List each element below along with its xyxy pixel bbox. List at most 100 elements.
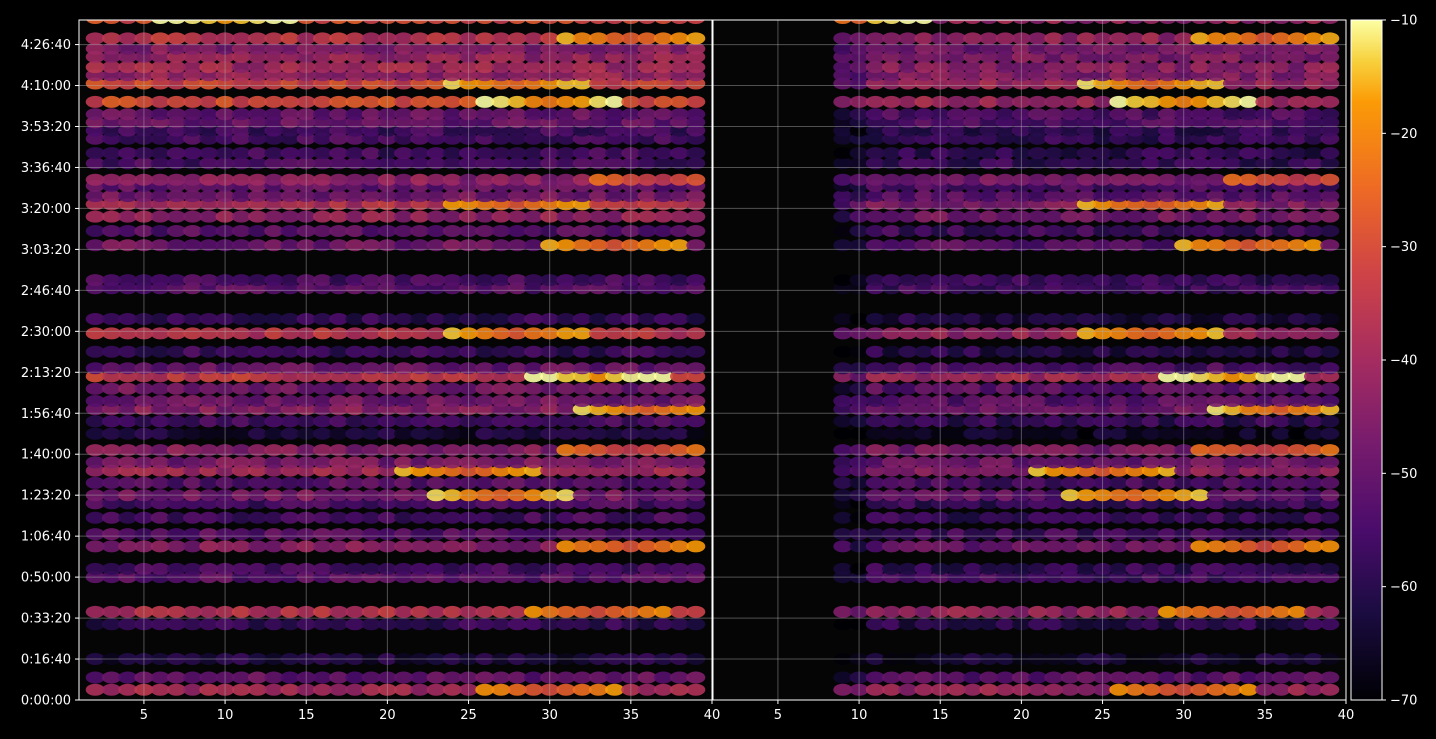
left-cell: [588, 147, 608, 160]
left-cell: [605, 489, 625, 502]
left-cell: [475, 69, 495, 82]
right-cell: [1060, 370, 1080, 383]
left-cell: [377, 190, 397, 203]
right-cell: [1011, 653, 1031, 665]
left-cell: [556, 370, 576, 383]
right-cell: [947, 395, 966, 407]
left-cell: [573, 20, 592, 24]
left-cell: [442, 605, 462, 618]
left-cell: [329, 173, 349, 186]
left-cell: [248, 345, 267, 358]
left-cell: [556, 382, 576, 395]
right-cell: [1093, 511, 1112, 524]
left-cell: [183, 225, 203, 237]
left-cell: [572, 415, 592, 428]
left-cell: [686, 653, 706, 665]
right-cell: [963, 653, 983, 665]
right-cell: [1109, 210, 1129, 223]
left-cell: [638, 20, 657, 24]
left-cell: [686, 456, 706, 469]
right-cell: [1125, 69, 1145, 82]
right-cell: [914, 50, 934, 63]
right-cell: [1206, 476, 1226, 489]
left-cell: [621, 370, 641, 383]
right-cell: [1304, 282, 1323, 295]
left-cell: [231, 61, 251, 74]
left-cell: [166, 69, 186, 82]
right-cell: [1206, 190, 1226, 203]
right-cell: [1028, 528, 1048, 541]
right-cell: [1076, 671, 1096, 684]
right-cell: [1255, 239, 1275, 252]
left-cell: [199, 190, 219, 203]
left-cell: [150, 108, 170, 121]
right-cell: [1271, 210, 1291, 223]
left-cell: [426, 210, 446, 223]
left-cell: [475, 362, 495, 375]
left-cell: [556, 69, 576, 82]
left-cell: [540, 190, 560, 203]
left-cell: [653, 313, 673, 325]
right-cell: [979, 345, 999, 358]
left-cell: [264, 42, 284, 55]
left-cell: [426, 562, 446, 575]
right-cell: [898, 32, 918, 45]
left-cell: [686, 42, 706, 55]
right-cell: [1125, 274, 1145, 287]
right-cell: [1093, 382, 1112, 395]
left-cell: [183, 382, 203, 395]
left-cell: [670, 362, 689, 375]
left-cell: [231, 370, 251, 383]
left-cell: [85, 32, 105, 45]
right-cell: [1109, 489, 1129, 502]
left-cell: [572, 132, 592, 145]
left-cell: [166, 173, 186, 186]
left-cell: [248, 274, 267, 287]
left-cell: [442, 653, 462, 665]
right-cell: [1206, 225, 1226, 237]
right-cell: [1239, 61, 1259, 74]
right-cell: [1060, 362, 1080, 375]
left-cell: [199, 157, 219, 170]
left-cell: [653, 95, 673, 108]
right-cell: [882, 50, 901, 63]
left-cell: [183, 210, 203, 223]
left-cell: [605, 327, 625, 340]
left-cell: [280, 132, 300, 145]
right-cell: [979, 77, 999, 90]
right-cell: [1222, 562, 1242, 575]
left-cell: [637, 497, 657, 510]
left-cell: [345, 327, 365, 340]
left-cell: [491, 571, 511, 584]
right-cell: [1304, 444, 1323, 457]
right-cell: [898, 42, 918, 55]
left-cell: [134, 42, 154, 55]
left-cell: [183, 173, 203, 186]
left-cell: [637, 444, 657, 457]
left-cell: [313, 95, 332, 108]
right-cell: [849, 95, 869, 108]
left-cell: [588, 210, 608, 223]
right-cell: [947, 464, 966, 477]
right-cell: [1174, 497, 1194, 510]
left-cell: [85, 345, 105, 358]
left-cell: [524, 618, 543, 631]
right-cell: [1141, 395, 1161, 407]
left-cell: [377, 540, 397, 553]
right-cell: [914, 95, 934, 108]
left-cell: [377, 116, 397, 129]
left-cell: [166, 497, 186, 510]
right-cell: [1093, 653, 1112, 665]
left-cell: [150, 605, 170, 618]
right-cell: [979, 32, 999, 45]
right-cell: [1239, 511, 1259, 524]
left-cell: [442, 395, 462, 407]
left-cell: [296, 653, 316, 665]
left-cell: [118, 653, 138, 665]
left-cell: [686, 540, 706, 553]
left-cell: [345, 403, 365, 416]
right-cell: [914, 77, 934, 90]
right-cell: [1174, 476, 1194, 489]
left-cell: [410, 497, 430, 510]
left-cell: [361, 382, 381, 395]
